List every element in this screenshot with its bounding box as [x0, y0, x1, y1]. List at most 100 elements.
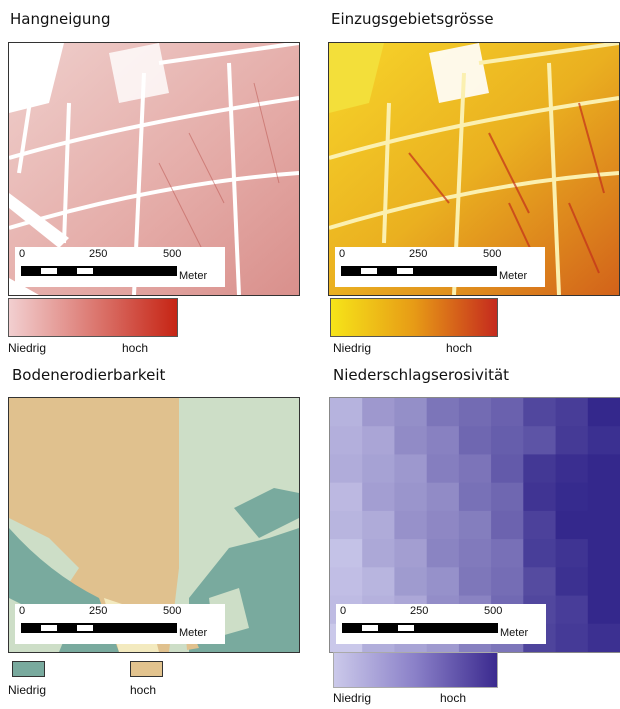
- scale-tick-500: 500: [484, 605, 503, 617]
- raster-cell: [394, 426, 428, 455]
- raster-cell: [587, 623, 620, 652]
- raster-cell: [491, 539, 524, 568]
- legend-high-erosivity: hoch: [440, 691, 467, 705]
- raster-cell: [491, 454, 524, 484]
- raster-cell: [491, 426, 524, 455]
- raster-cell: [587, 595, 620, 625]
- raster-cell: [555, 595, 589, 625]
- raster-cell: [394, 567, 428, 596]
- scale-tick-0: 0: [19, 248, 26, 260]
- raster-cell: [458, 539, 492, 568]
- legend-low-slope: Niedrig: [8, 341, 47, 355]
- raster-cell: [458, 482, 492, 512]
- scale-tick-0: 0: [19, 605, 26, 617]
- raster-cell: [362, 510, 395, 540]
- raster-cell: [587, 482, 620, 512]
- raster-cell: [587, 454, 620, 484]
- raster-cell: [330, 482, 363, 512]
- raster-cell: [426, 510, 460, 540]
- scale-bar: [342, 623, 498, 633]
- catchment-map[interactable]: 0 250 500 Meter: [328, 42, 620, 296]
- raster-cell: [330, 454, 363, 484]
- raster-cell: [362, 567, 395, 596]
- scale-unit: Meter: [499, 270, 528, 282]
- raster-cell: [362, 426, 395, 455]
- raster-cell: [458, 510, 492, 540]
- scalebar-erodibility: 0 250 500 Meter: [15, 604, 225, 644]
- panel-title-slope: Hangneigung: [10, 10, 111, 28]
- scale-tick-500: 500: [163, 248, 182, 260]
- raster-cell: [587, 426, 620, 455]
- raster-cell: [491, 567, 524, 596]
- scale-bar: [21, 623, 177, 633]
- scale-tick-0: 0: [339, 248, 346, 260]
- legend-ramp-slope: [8, 298, 178, 337]
- raster-cell: [587, 567, 620, 596]
- raster-cell: [458, 398, 492, 427]
- raster-cell: [426, 539, 460, 568]
- legend-ramp-catchment: [330, 298, 498, 337]
- scale-unit: Meter: [179, 627, 208, 639]
- raster-cell: [523, 398, 556, 427]
- legend-high-slope: hoch: [122, 341, 149, 355]
- scale-bar: [21, 266, 177, 276]
- raster-cell: [523, 539, 556, 568]
- raster-cell: [426, 454, 460, 484]
- raster-cell: [587, 510, 620, 540]
- raster-cell: [555, 454, 589, 484]
- legend-low-catchment: Niedrig: [333, 341, 372, 355]
- raster-cell: [523, 426, 556, 455]
- scalebar-erosivity: 0 250 500 Meter: [336, 604, 546, 644]
- raster-cell: [555, 482, 589, 512]
- scale-tick-500: 500: [483, 248, 502, 260]
- raster-cell: [330, 567, 363, 596]
- scalebar-catchment: 0 250 500 Meter: [335, 247, 545, 287]
- raster-cell: [555, 623, 589, 652]
- raster-cell: [330, 539, 363, 568]
- erodibility-map[interactable]: 0 250 500 Meter: [8, 397, 300, 653]
- scale-tick-0: 0: [340, 605, 347, 617]
- raster-cell: [394, 539, 428, 568]
- legend-high-catchment: hoch: [446, 341, 473, 355]
- raster-cell: [555, 567, 589, 596]
- legend-swatch-high-erodibility: [130, 661, 163, 677]
- raster-cell: [330, 398, 363, 427]
- raster-cell: [523, 454, 556, 484]
- scale-tick-250: 250: [89, 605, 108, 617]
- scale-tick-500: 500: [163, 605, 182, 617]
- scale-tick-250: 250: [410, 605, 429, 617]
- raster-cell: [523, 567, 556, 596]
- raster-cell: [458, 426, 492, 455]
- raster-cell: [426, 482, 460, 512]
- raster-cell: [458, 454, 492, 484]
- raster-cell: [555, 398, 589, 427]
- raster-cell: [362, 482, 395, 512]
- slope-map[interactable]: 0 250 500 Meter: [8, 42, 300, 296]
- raster-cell: [491, 510, 524, 540]
- raster-cell: [362, 398, 395, 427]
- raster-cell: [330, 510, 363, 540]
- raster-cell: [394, 398, 428, 427]
- raster-cell: [587, 398, 620, 427]
- panel-title-catchment: Einzugsgebietsgrösse: [331, 10, 494, 28]
- panel-title-erosivity: Niederschlagserosivität: [333, 366, 510, 384]
- legend-swatch-low-erodibility: [12, 661, 45, 677]
- scale-tick-250: 250: [89, 248, 108, 260]
- scale-unit: Meter: [500, 627, 529, 639]
- erosivity-map[interactable]: 0 250 500 Meter: [329, 397, 620, 653]
- scale-bar: [341, 266, 497, 276]
- raster-cell: [523, 510, 556, 540]
- raster-cell: [426, 567, 460, 596]
- raster-cell: [394, 454, 428, 484]
- raster-cell: [491, 482, 524, 512]
- raster-cell: [426, 398, 460, 427]
- raster-cell: [362, 539, 395, 568]
- legend-low-erosivity: Niedrig: [333, 691, 372, 705]
- scale-unit: Meter: [179, 270, 208, 282]
- scalebar-slope: 0 250 500 Meter: [15, 247, 225, 287]
- legend-low-erodibility: Niedrig: [8, 683, 47, 697]
- raster-cell: [491, 398, 524, 427]
- raster-cell: [555, 539, 589, 568]
- raster-cell: [555, 426, 589, 455]
- raster-cell: [523, 482, 556, 512]
